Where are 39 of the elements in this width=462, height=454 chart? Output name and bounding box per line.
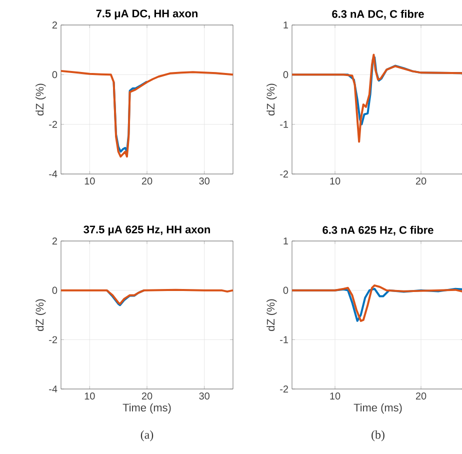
line-series — [60, 288, 234, 305]
chart-title: 7.5 μA DC, HH axon — [96, 10, 198, 20]
y-tick-label: 2 — [52, 238, 57, 244]
y-axis-title: dZ (%) — [36, 299, 46, 331]
y-axis-title: dZ (%) — [266, 84, 277, 116]
y-tick-label: -4 — [49, 386, 58, 392]
y-axis-title: dZ (%) — [266, 299, 277, 331]
text: (a) — [140, 430, 154, 442]
y-tick-label: 0 — [52, 286, 58, 294]
y-tick-label: 1 — [284, 238, 288, 244]
x-tick-label: 30 — [199, 392, 210, 400]
text: (b) — [372, 430, 384, 442]
x-axis-title: Time (ms) — [354, 403, 402, 414]
y-tick-label: 0 — [52, 71, 58, 78]
x-axis-title: Time (ms) — [122, 403, 171, 414]
chart-title: 6.3 nA DC, C fibre — [332, 10, 424, 20]
x-tick-label: 20 — [416, 178, 426, 185]
x-tick-label: 20 — [142, 392, 152, 400]
chart-title: 6.3 nA 625 Hz, C fibre — [322, 226, 434, 236]
y-axis-title: dZ (%) — [36, 84, 46, 116]
x-tick-label: 10 — [84, 392, 95, 400]
y-tick-label: -2 — [49, 120, 57, 128]
x-tick-label: 20 — [416, 392, 426, 400]
x-tick-label: 30 — [199, 178, 210, 185]
x-tick-label: 10 — [84, 178, 95, 185]
y-tick-label: -2 — [280, 170, 288, 178]
y-tick-label: -4 — [49, 170, 58, 178]
y-tick-label: -2 — [280, 386, 288, 392]
y-tick-label: -1 — [280, 120, 288, 128]
chart-title: 37.5 μA 625 Hz, HH axon — [84, 226, 210, 236]
y-tick-label: 0 — [283, 71, 288, 78]
y-tick-label: 0 — [283, 286, 288, 294]
x-tick-label: 20 — [142, 178, 152, 185]
y-tick-label: -2 — [49, 336, 57, 344]
y-tick-label: -1 — [280, 336, 288, 344]
x-tick-label: 10 — [330, 392, 340, 400]
y-tick-label: 2 — [52, 22, 57, 28]
y-tick-label: 1 — [284, 22, 288, 28]
x-tick-label: 10 — [330, 178, 340, 185]
